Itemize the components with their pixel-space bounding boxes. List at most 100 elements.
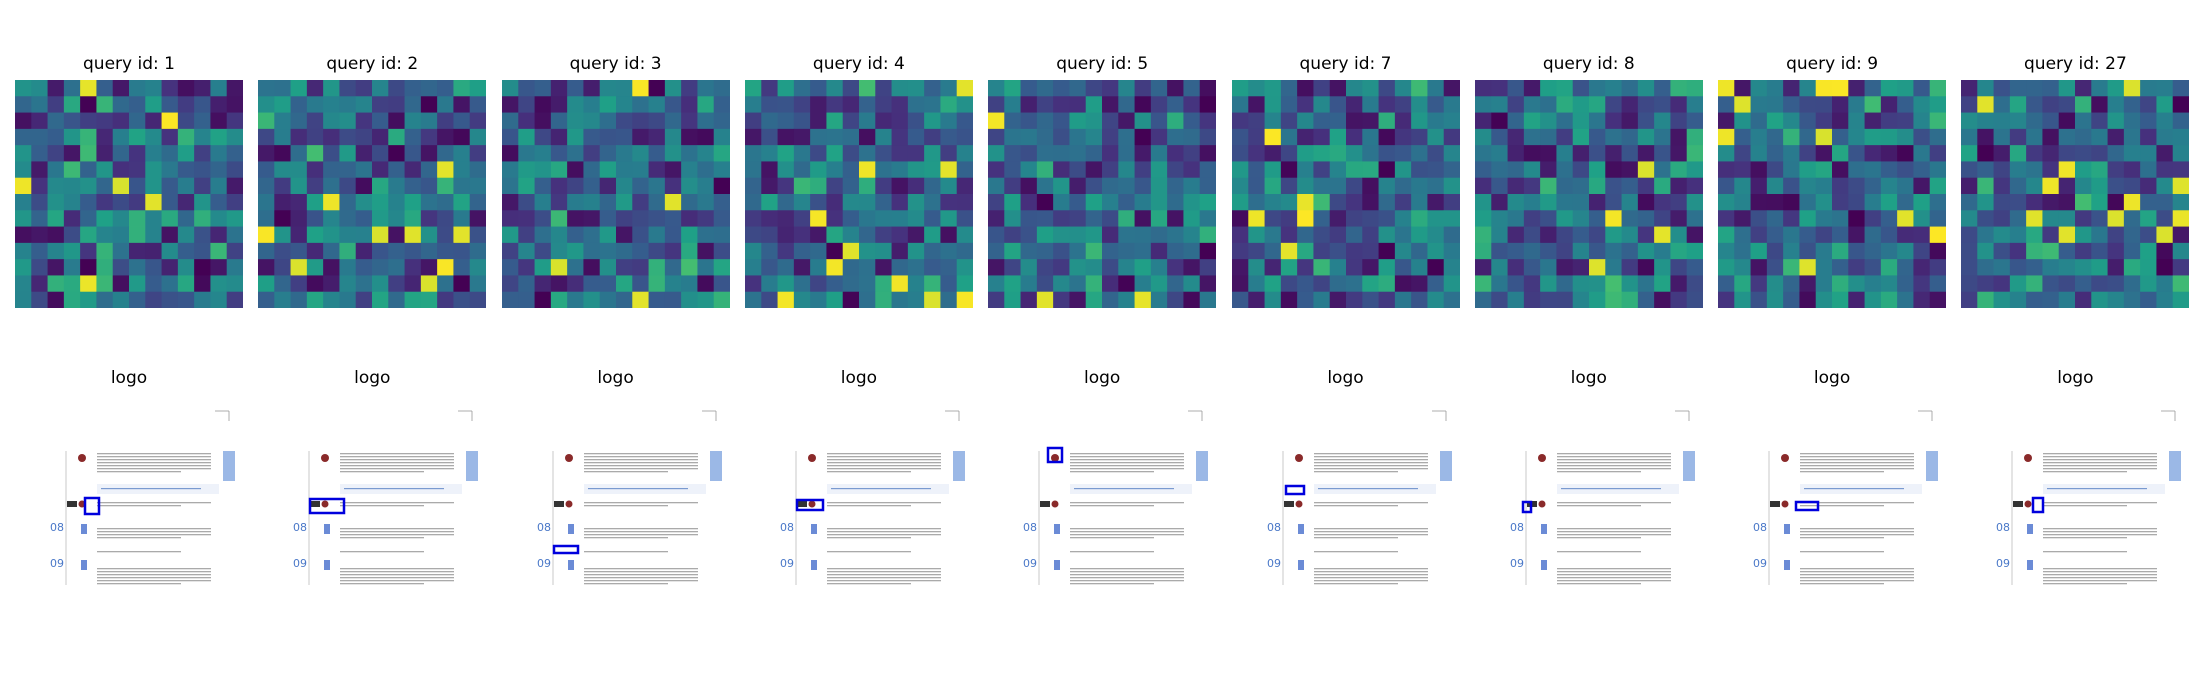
- heatmap-cell: [63, 161, 81, 179]
- heatmap-cell: [1670, 210, 1687, 227]
- heatmap-cell: [1004, 96, 1022, 113]
- heatmap-cell: [1443, 226, 1460, 244]
- document-title: logo: [1570, 368, 1607, 388]
- heatmap-cell: [210, 291, 228, 308]
- heatmap-cell: [534, 210, 551, 227]
- section-number: 08: [1753, 521, 1767, 534]
- doc-sidebar: [2169, 451, 2182, 481]
- heatmap-cell: [1426, 128, 1444, 146]
- heatmap-cell: [1069, 177, 1087, 195]
- heatmap-cell: [2140, 275, 2158, 293]
- heatmap-cell: [1474, 275, 1492, 293]
- heatmap-cell: [2075, 275, 2093, 293]
- heatmap-cell: [648, 112, 665, 130]
- heatmap-cell: [1296, 226, 1314, 244]
- text-line: [1313, 577, 1428, 579]
- heatmap-cell: [907, 259, 925, 276]
- heatmap-cell: [129, 112, 146, 130]
- heatmap-cell: [323, 275, 341, 293]
- heatmap-cell: [1199, 226, 1217, 244]
- heatmap-cell: [372, 275, 389, 293]
- heatmap-cell: [1783, 194, 1800, 211]
- heatmap-cell: [907, 275, 925, 293]
- heatmap-cell: [1734, 145, 1752, 162]
- heatmap-cell: [290, 112, 308, 130]
- text-line: [1800, 531, 1915, 533]
- heatmap-cell: [2156, 112, 2174, 130]
- text-line: [1800, 459, 1915, 461]
- heatmap-cell: [1670, 194, 1687, 211]
- heatmap-cell: [631, 96, 649, 113]
- heatmap-cell: [194, 275, 211, 293]
- heatmap-cell: [1637, 80, 1655, 97]
- heatmap-cell: [1020, 242, 1038, 260]
- heatmap-cell: [96, 80, 114, 97]
- heatmap-cell: [940, 291, 958, 308]
- heatmap-cell: [1815, 210, 1833, 227]
- heatmap-cell: [1799, 177, 1817, 195]
- heatmap-cell: [713, 96, 730, 113]
- heatmap-cell: [2010, 96, 2027, 113]
- heatmap-cell: [194, 210, 211, 227]
- heatmap-cell: [1572, 291, 1590, 308]
- heatmap-cell: [956, 112, 973, 130]
- heatmap-cell: [1605, 291, 1622, 308]
- logo-mark: [553, 501, 564, 507]
- heatmap-cell: [2026, 259, 2044, 276]
- text-line: [2043, 462, 2158, 464]
- heatmap-cell: [1296, 145, 1314, 162]
- heatmap-cell: [744, 259, 762, 276]
- text-line: [583, 528, 698, 530]
- heatmap-cell: [2075, 161, 2093, 179]
- heatmap-cell: [404, 226, 422, 244]
- heatmap-cell: [1312, 275, 1330, 293]
- heatmap-cell: [372, 96, 389, 113]
- text-line: [97, 465, 211, 467]
- heatmap-cell: [1799, 161, 1817, 179]
- text-line: [1070, 534, 1185, 536]
- heatmap-cell: [1897, 112, 1914, 130]
- heatmap-cell: [2026, 145, 2044, 162]
- logo-mark: [1294, 454, 1303, 462]
- heatmap-cell: [1848, 128, 1866, 146]
- text-line: [1800, 471, 1885, 473]
- heatmap-cell: [210, 112, 228, 130]
- heatmap-title: query id: 1: [83, 54, 175, 74]
- heatmap-cell: [290, 80, 308, 97]
- text-line: [97, 502, 211, 504]
- heatmap-cell: [550, 145, 568, 162]
- heatmap-cell: [777, 128, 795, 146]
- heatmap-cell: [744, 145, 762, 162]
- heatmap-cell: [194, 145, 211, 162]
- heatmap-cell: [2026, 161, 2044, 179]
- text-line: [97, 468, 211, 470]
- heatmap-cell: [1897, 226, 1914, 244]
- heatmap-cell: [1637, 210, 1655, 227]
- heatmap-cell: [1102, 145, 1119, 162]
- heatmap-cell: [421, 177, 438, 195]
- heatmap-cell: [1199, 242, 1217, 260]
- heatmap-cell: [1312, 128, 1330, 146]
- heatmap-cell: [404, 291, 422, 308]
- text-line: [97, 534, 211, 536]
- heatmap-cell: [680, 80, 698, 97]
- heatmap-cell: [1426, 242, 1444, 260]
- heatmap-cell: [129, 80, 146, 97]
- heatmap-cell: [1085, 177, 1103, 195]
- heatmap-cell: [810, 210, 827, 227]
- heatmap-cell: [1199, 161, 1217, 179]
- heatmap-cell: [47, 275, 65, 293]
- heatmap-cell: [1588, 242, 1606, 260]
- heatmap-cell: [713, 259, 730, 276]
- heatmap-cell: [1929, 112, 1947, 130]
- heatmap-cell: [1410, 275, 1428, 293]
- heatmap-cell: [1443, 291, 1460, 308]
- heatmap-cell: [583, 291, 600, 308]
- heatmap-cell: [1085, 259, 1103, 276]
- heatmap-cell: [258, 291, 275, 308]
- doc-icon: [1297, 524, 1304, 534]
- logo-mark: [1781, 500, 1789, 508]
- heatmap-cell: [274, 161, 292, 179]
